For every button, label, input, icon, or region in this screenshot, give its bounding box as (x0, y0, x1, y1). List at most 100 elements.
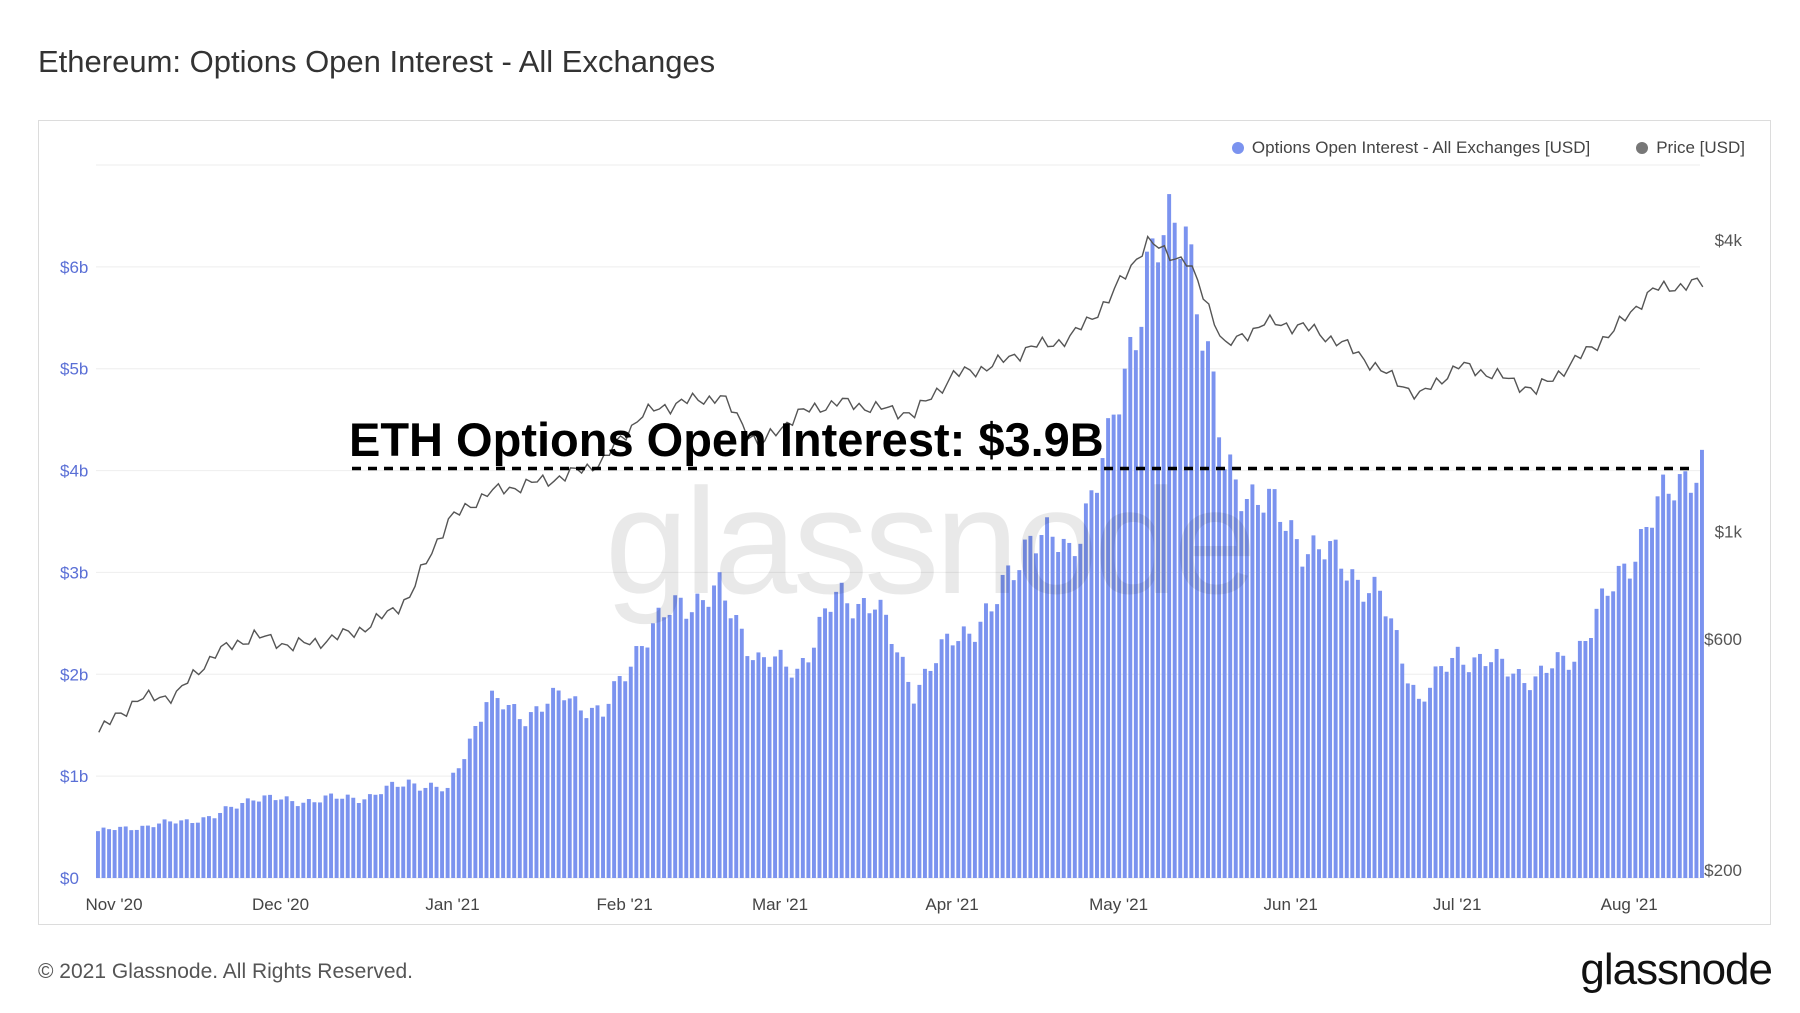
x-tick-label: Jan '21 (425, 895, 479, 914)
bar-open-interest (773, 656, 778, 878)
bar-open-interest (417, 790, 422, 878)
bar-open-interest (395, 786, 400, 878)
bar-open-interest (484, 702, 489, 878)
bar-open-interest (145, 825, 150, 878)
bar-open-interest (978, 621, 983, 878)
bar-open-interest (462, 759, 467, 878)
bar-open-interest (212, 818, 217, 878)
bar-open-interest (1022, 539, 1027, 878)
bar-open-interest (223, 806, 228, 878)
x-tick-label: Apr '21 (925, 895, 978, 914)
bar-open-interest (1483, 666, 1488, 878)
bar-open-interest (1411, 684, 1416, 878)
bar-open-interest (456, 768, 461, 878)
bar-open-interest (800, 658, 805, 878)
bar-open-interest (795, 668, 800, 878)
bar-open-interest (961, 626, 966, 878)
bar-open-interest (595, 705, 600, 878)
legend-label-price: Price [USD] (1656, 138, 1745, 157)
bar-open-interest (834, 591, 839, 878)
y-left-tick-label: $3b (60, 563, 88, 582)
bar-open-interest (1533, 676, 1538, 878)
x-tick-label: May '21 (1089, 895, 1148, 914)
bar-open-interest (1650, 527, 1654, 878)
bar-open-interest (1383, 616, 1388, 878)
bar-open-interest (850, 618, 855, 878)
bar-open-interest (157, 823, 161, 878)
bar-open-interest (134, 829, 139, 878)
bar-open-interest (273, 800, 278, 878)
legend-item-open-interest[interactable]: Options Open Interest - All Exchanges [U… (1231, 138, 1590, 158)
bar-open-interest (162, 819, 167, 878)
bar-open-interest (1250, 484, 1255, 878)
chart-title: Ethereum: Options Open Interest - All Ex… (38, 44, 716, 79)
bar-open-interest (1017, 570, 1022, 878)
bar-open-interest (1466, 672, 1471, 878)
bar-open-interest (1106, 418, 1111, 878)
bar-open-interest (934, 663, 939, 878)
bar-open-interest (234, 808, 239, 878)
bar-open-interest (789, 677, 794, 878)
bar-open-interest (356, 803, 361, 878)
bar-open-interest (201, 817, 206, 878)
bar-open-interest (984, 603, 988, 878)
bar-open-interest (1366, 593, 1371, 878)
bar-open-interest (351, 797, 356, 878)
bar-open-interest (101, 827, 106, 878)
bar-open-interest (1444, 671, 1449, 878)
bar-open-interest (1566, 669, 1571, 878)
bar-open-interest (467, 738, 472, 878)
bar-open-interest (1189, 244, 1194, 879)
legend-item-price[interactable]: Price [USD] (1636, 138, 1745, 158)
bar-open-interest (1461, 664, 1466, 878)
y-left-tick-label: $1b (60, 767, 88, 786)
bar-open-interest (1305, 554, 1310, 878)
bar-open-interest (1128, 336, 1133, 879)
bar-open-interest (1339, 568, 1344, 878)
bar-open-interest (1439, 666, 1444, 878)
bar-open-interest (478, 721, 483, 878)
bar-open-interest (123, 826, 128, 878)
bar-open-interest (168, 821, 173, 878)
y-left-tick-label: $0 (60, 869, 79, 888)
bar-open-interest (617, 676, 622, 878)
bar-open-interest (151, 827, 156, 878)
bar-open-interest (767, 666, 772, 878)
bar-open-interest (1178, 258, 1183, 878)
bar-open-interest (1477, 653, 1482, 878)
bar-open-interest (656, 607, 661, 878)
bar-open-interest (889, 643, 894, 878)
bar-open-interest (1172, 222, 1177, 879)
bar-open-interest (1261, 512, 1266, 878)
bar-open-interest (284, 796, 289, 878)
bar-open-interest (739, 628, 744, 878)
bar-open-interest (1289, 520, 1294, 878)
bar-open-interest (1045, 517, 1050, 878)
bar-open-interest (345, 794, 350, 878)
bar-open-interest (1405, 683, 1410, 878)
bar-open-interest (1255, 504, 1260, 878)
bar-open-interest (1555, 652, 1560, 878)
bar-open-interest (1133, 350, 1138, 878)
bar-open-interest (540, 711, 544, 878)
bar-open-interest (306, 799, 311, 878)
bar-open-interest (506, 704, 511, 878)
bar-open-interest (1616, 565, 1621, 878)
bar-open-interest (1633, 561, 1638, 878)
bar-open-interest (1100, 458, 1105, 878)
bar-open-interest (1400, 663, 1405, 878)
bar-open-interest (1627, 578, 1632, 878)
bar-open-interest (1317, 549, 1321, 878)
bar-open-interest (190, 823, 195, 878)
bar-open-interest (612, 681, 617, 878)
bar-open-interest (1666, 493, 1671, 878)
bar-open-interest (1161, 235, 1166, 878)
bar-open-interest (662, 617, 667, 878)
bar-open-interest (1422, 701, 1427, 878)
bar-open-interest (195, 822, 200, 878)
bar-open-interest (1550, 668, 1555, 878)
bar-open-interest (534, 706, 539, 878)
bar-open-interest (906, 681, 911, 878)
bar-open-interest (756, 652, 761, 878)
